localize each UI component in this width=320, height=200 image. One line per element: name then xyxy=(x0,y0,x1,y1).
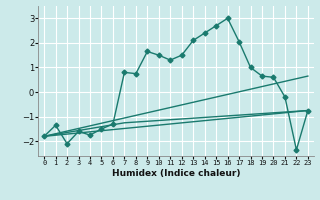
X-axis label: Humidex (Indice chaleur): Humidex (Indice chaleur) xyxy=(112,169,240,178)
